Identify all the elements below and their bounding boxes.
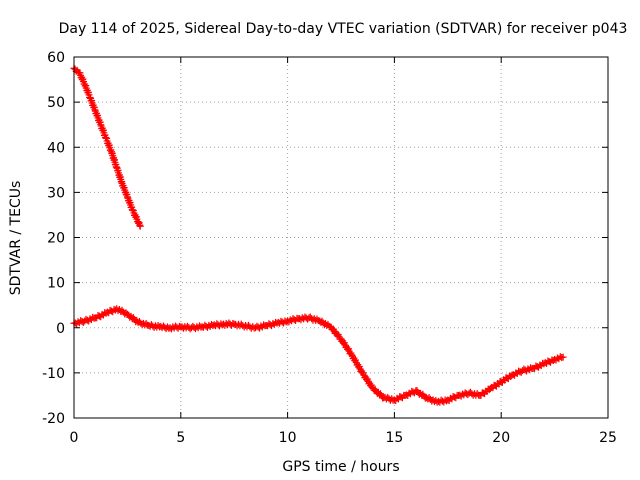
y-tick-label: 20 bbox=[47, 231, 65, 247]
x-tick-label: 10 bbox=[279, 430, 297, 446]
y-tick-label: -20 bbox=[42, 411, 65, 427]
x-tick-label: 20 bbox=[492, 430, 510, 446]
y-tick-label: 30 bbox=[47, 185, 65, 201]
chart-title: Day 114 of 2025, Sidereal Day-to-day VTE… bbox=[59, 21, 628, 37]
y-tick-label: 50 bbox=[47, 95, 65, 111]
y-tick-label: 0 bbox=[56, 321, 65, 337]
y-tick-label: 60 bbox=[47, 50, 65, 66]
x-tick-label: 25 bbox=[599, 430, 617, 446]
data-series-2 bbox=[70, 305, 567, 406]
grid-lines bbox=[74, 57, 608, 418]
x-tick-label: 5 bbox=[176, 430, 185, 446]
x-tick-label: 0 bbox=[70, 430, 79, 446]
y-axis-label: SDTVAR / TECUs bbox=[8, 181, 24, 296]
axis-ticks: 0 5 10 15 20 25 -20 -10 0 10 20 30 40 50 60 bbox=[42, 50, 617, 446]
x-tick-label: 15 bbox=[385, 430, 403, 446]
data-point bbox=[559, 353, 567, 361]
y-tick-label: 10 bbox=[47, 276, 65, 292]
data-series bbox=[70, 64, 567, 406]
y-tick-label: -10 bbox=[42, 366, 65, 382]
data-point bbox=[136, 222, 144, 230]
y-tick-label: 40 bbox=[47, 140, 65, 156]
data-series-1 bbox=[70, 64, 144, 230]
x-axis-label: GPS time / hours bbox=[282, 459, 399, 475]
